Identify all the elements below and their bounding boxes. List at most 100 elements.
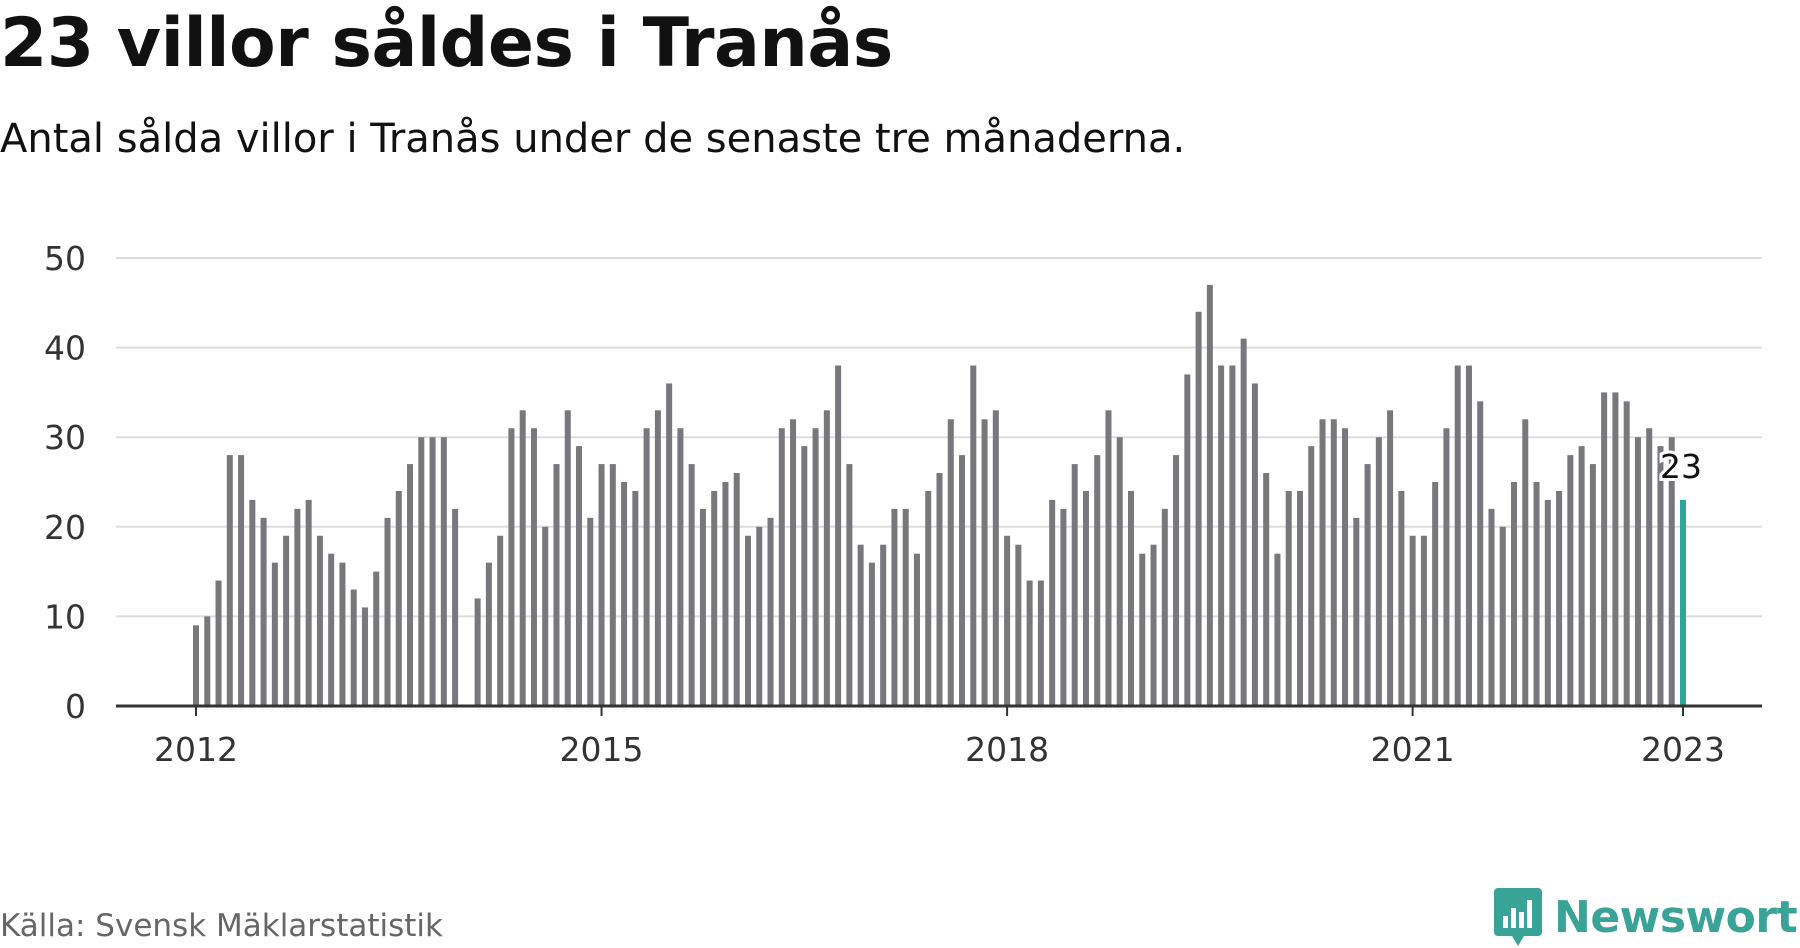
bar [1071,464,1078,706]
bar [1251,383,1258,706]
bar [1443,428,1450,706]
bar [598,464,605,706]
bar [1353,517,1360,706]
bar [373,571,380,706]
bar [1578,446,1585,706]
bar [238,455,245,706]
bar [1589,464,1596,706]
bar [677,428,684,706]
bar [643,428,650,706]
bar [260,517,267,706]
bar [1330,419,1337,706]
bar [880,544,887,706]
bar [1037,580,1044,706]
bar [1342,428,1349,706]
bar [1094,455,1101,706]
bar [519,410,526,706]
bar [1533,482,1540,706]
bar [294,508,301,706]
bar [1511,482,1518,706]
x-tick-label: 2015 [560,730,644,769]
bar [249,499,256,706]
bar [835,365,842,706]
bar [1296,490,1303,706]
bar [542,526,549,706]
bar [666,383,673,706]
bar [429,437,436,706]
bar [1128,490,1135,706]
bar [1004,535,1011,706]
bar [711,490,718,706]
x-tick-label: 2023 [1641,730,1725,769]
bar [1285,490,1292,706]
bar [925,490,932,706]
bar [1015,544,1022,706]
bar [1308,446,1315,706]
chart-title: 23 villor såldes i Tranås [0,4,893,83]
y-tick-label: 40 [44,329,86,368]
bar [1139,553,1146,706]
bar [891,508,898,706]
bar [1161,508,1168,706]
bar [508,428,515,706]
bar [1263,473,1270,706]
bar [756,526,763,706]
bar [1612,392,1619,706]
bar [1105,410,1112,706]
bar [1432,482,1439,706]
bar [553,464,560,706]
bar [936,473,943,706]
bar [981,419,988,706]
bar [1668,437,1675,706]
bar [790,419,797,706]
bar [384,517,391,706]
x-axis-ticks: 2012 2015 2018 2021 2023 [154,706,1725,769]
bar [204,616,211,706]
bar [407,464,414,706]
bar [654,410,661,706]
x-tick-label: 2021 [1371,730,1455,769]
newsworthy-logo: Newsworthy [1494,888,1800,946]
y-axis-ticks: 0 10 20 30 40 50 [44,239,86,726]
bar [440,437,447,706]
bar [767,517,774,706]
bar [632,490,639,706]
bar [576,446,583,706]
bar [778,428,785,706]
bar [621,482,628,706]
bar [474,598,481,706]
bar [587,517,594,706]
bar [1195,311,1202,706]
bar [328,553,335,706]
bar [1601,392,1608,706]
bar [530,428,537,706]
bar [1375,437,1382,706]
bar [193,625,199,706]
bar [1116,437,1123,706]
bar [970,365,977,706]
bar [1049,499,1056,706]
bar [1623,401,1630,706]
bar [452,508,459,706]
bar [350,589,357,706]
bar-highlight [1680,499,1686,706]
bar [361,607,368,706]
bar [1229,365,1236,706]
bar [1499,526,1506,706]
bar [1173,455,1180,706]
bar [1488,508,1495,706]
bar [801,446,808,706]
y-tick-label: 0 [65,687,86,726]
bar [564,410,571,706]
bar [1657,446,1664,706]
bar [1150,544,1157,706]
bar [1240,338,1247,706]
bar [744,535,751,706]
bar [1465,365,1472,706]
source-note: Källa: Svensk Mäklarstatistik [0,908,443,944]
bar [959,455,966,706]
bar [1364,464,1371,706]
bar [609,464,616,706]
bar [823,410,830,706]
bar [1646,428,1653,706]
